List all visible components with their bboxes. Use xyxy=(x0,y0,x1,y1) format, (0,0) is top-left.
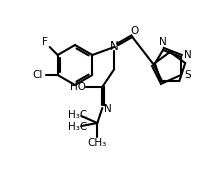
Text: N: N xyxy=(184,50,192,60)
Text: H₃C: H₃C xyxy=(68,110,87,120)
Text: F: F xyxy=(42,37,48,47)
Text: Cl: Cl xyxy=(33,70,43,80)
Text: S: S xyxy=(185,70,191,80)
Text: N: N xyxy=(104,104,112,114)
Text: O: O xyxy=(130,26,138,36)
Text: CH₃: CH₃ xyxy=(88,138,107,148)
Text: N: N xyxy=(159,37,167,47)
Text: H₃C: H₃C xyxy=(68,122,87,132)
Text: N: N xyxy=(110,40,119,53)
Text: HO: HO xyxy=(70,82,86,92)
